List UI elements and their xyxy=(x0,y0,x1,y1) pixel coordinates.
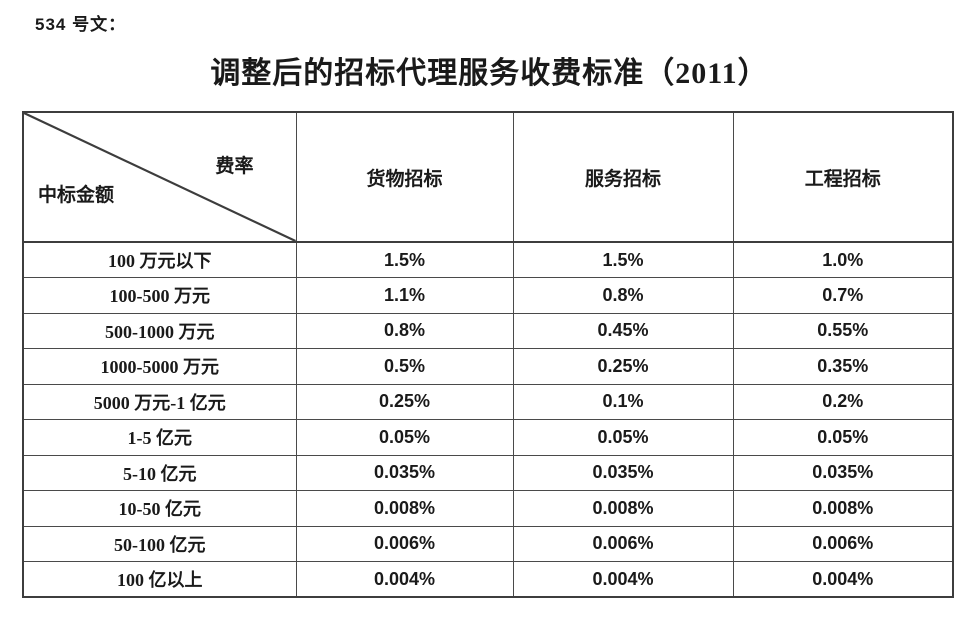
page-title: 调整后的招标代理服务收费标准（2011） xyxy=(210,57,769,90)
table-row: 5000 万元-1 亿元 0.25% 0.1% 0.2% xyxy=(22,383,954,420)
rate-cell: 1.1% xyxy=(295,277,514,314)
rate-cell: 0.05% xyxy=(512,419,734,456)
amount-cell: 5000 万元-1 亿元 xyxy=(22,383,297,420)
column-header-goods: 货物招标 xyxy=(295,111,514,243)
diagonal-divider-line xyxy=(24,113,295,240)
amount-cell: 5-10 亿元 xyxy=(22,454,297,491)
amount-cell: 50-100 亿元 xyxy=(22,525,297,562)
table-row: 50-100 亿元 0.006% 0.006% 0.006% xyxy=(22,525,954,562)
rate-cell: 0.35% xyxy=(732,348,954,385)
amount-cell: 500-1000 万元 xyxy=(22,312,297,349)
amount-cell: 10-50 亿元 xyxy=(22,490,297,527)
corner-cell: 费率 中标金额 xyxy=(22,111,297,243)
amount-cell: 1000-5000 万元 xyxy=(22,348,297,385)
rate-cell: 0.004% xyxy=(732,561,954,598)
rate-cell: 0.05% xyxy=(732,419,954,456)
column-header-services: 服务招标 xyxy=(512,111,734,243)
table-row: 100 亿以上 0.004% 0.004% 0.004% xyxy=(22,561,954,598)
table-row: 5-10 亿元 0.035% 0.035% 0.035% xyxy=(22,454,954,491)
rate-cell: 0.7% xyxy=(732,277,954,314)
amount-cell: 100 亿以上 xyxy=(22,561,297,598)
rate-cell: 0.25% xyxy=(295,383,514,420)
rate-cell: 0.035% xyxy=(732,454,954,491)
corner-rate-label: 费率 xyxy=(215,156,254,177)
table-row: 10-50 亿元 0.008% 0.008% 0.008% xyxy=(22,490,954,527)
rate-cell: 0.45% xyxy=(512,312,734,349)
rate-cell: 0.004% xyxy=(512,561,734,598)
rate-cell: 0.006% xyxy=(512,525,734,562)
fee-table: 费率 中标金额 货物招标 服务招标 工程招标 100 万元以下 1.5% 1.5% 1… xyxy=(22,111,954,598)
table-row: 100-500 万元 1.1% 0.8% 0.7% xyxy=(22,277,954,314)
rate-cell: 0.5% xyxy=(295,348,514,385)
table-row: 100 万元以下 1.5% 1.5% 1.0% xyxy=(22,241,954,278)
rate-cell: 0.008% xyxy=(295,490,514,527)
table-row: 500-1000 万元 0.8% 0.45% 0.55% xyxy=(22,312,954,349)
header-row: 费率 中标金额 货物招标 服务招标 工程招标 xyxy=(22,111,954,243)
table-row: 1000-5000 万元 0.5% 0.25% 0.35% xyxy=(22,348,954,385)
table-body: 100 万元以下 1.5% 1.5% 1.0% 100-500 万元 1.1% 0.8% 0.… xyxy=(22,241,954,598)
amount-cell: 100 万元以下 xyxy=(22,241,297,278)
rate-cell: 0.8% xyxy=(295,312,514,349)
rate-cell: 0.035% xyxy=(295,454,514,491)
rate-cell: 0.05% xyxy=(295,419,514,456)
rate-cell: 1.5% xyxy=(295,241,514,278)
doc-number-label: 534 号文： xyxy=(35,15,127,34)
column-header-engineering: 工程招标 xyxy=(732,111,954,243)
rate-cell: 0.006% xyxy=(295,525,514,562)
table-row: 1-5 亿元 0.05% 0.05% 0.05% xyxy=(22,419,954,456)
rate-cell: 1.5% xyxy=(512,241,734,278)
amount-cell: 100-500 万元 xyxy=(22,277,297,314)
rate-cell: 0.004% xyxy=(295,561,514,598)
rate-cell: 0.8% xyxy=(512,277,734,314)
rate-cell: 0.008% xyxy=(512,490,734,527)
rate-cell: 0.006% xyxy=(732,525,954,562)
rate-cell: 0.035% xyxy=(512,454,734,491)
amount-cell: 1-5 亿元 xyxy=(22,419,297,456)
rate-cell: 1.0% xyxy=(732,241,954,278)
rate-cell: 0.2% xyxy=(732,383,954,420)
rate-cell: 0.25% xyxy=(512,348,734,385)
rate-cell: 0.1% xyxy=(512,383,734,420)
rate-cell: 0.008% xyxy=(732,490,954,527)
rate-cell: 0.55% xyxy=(732,312,954,349)
corner-amount-label: 中标金额 xyxy=(38,185,115,206)
